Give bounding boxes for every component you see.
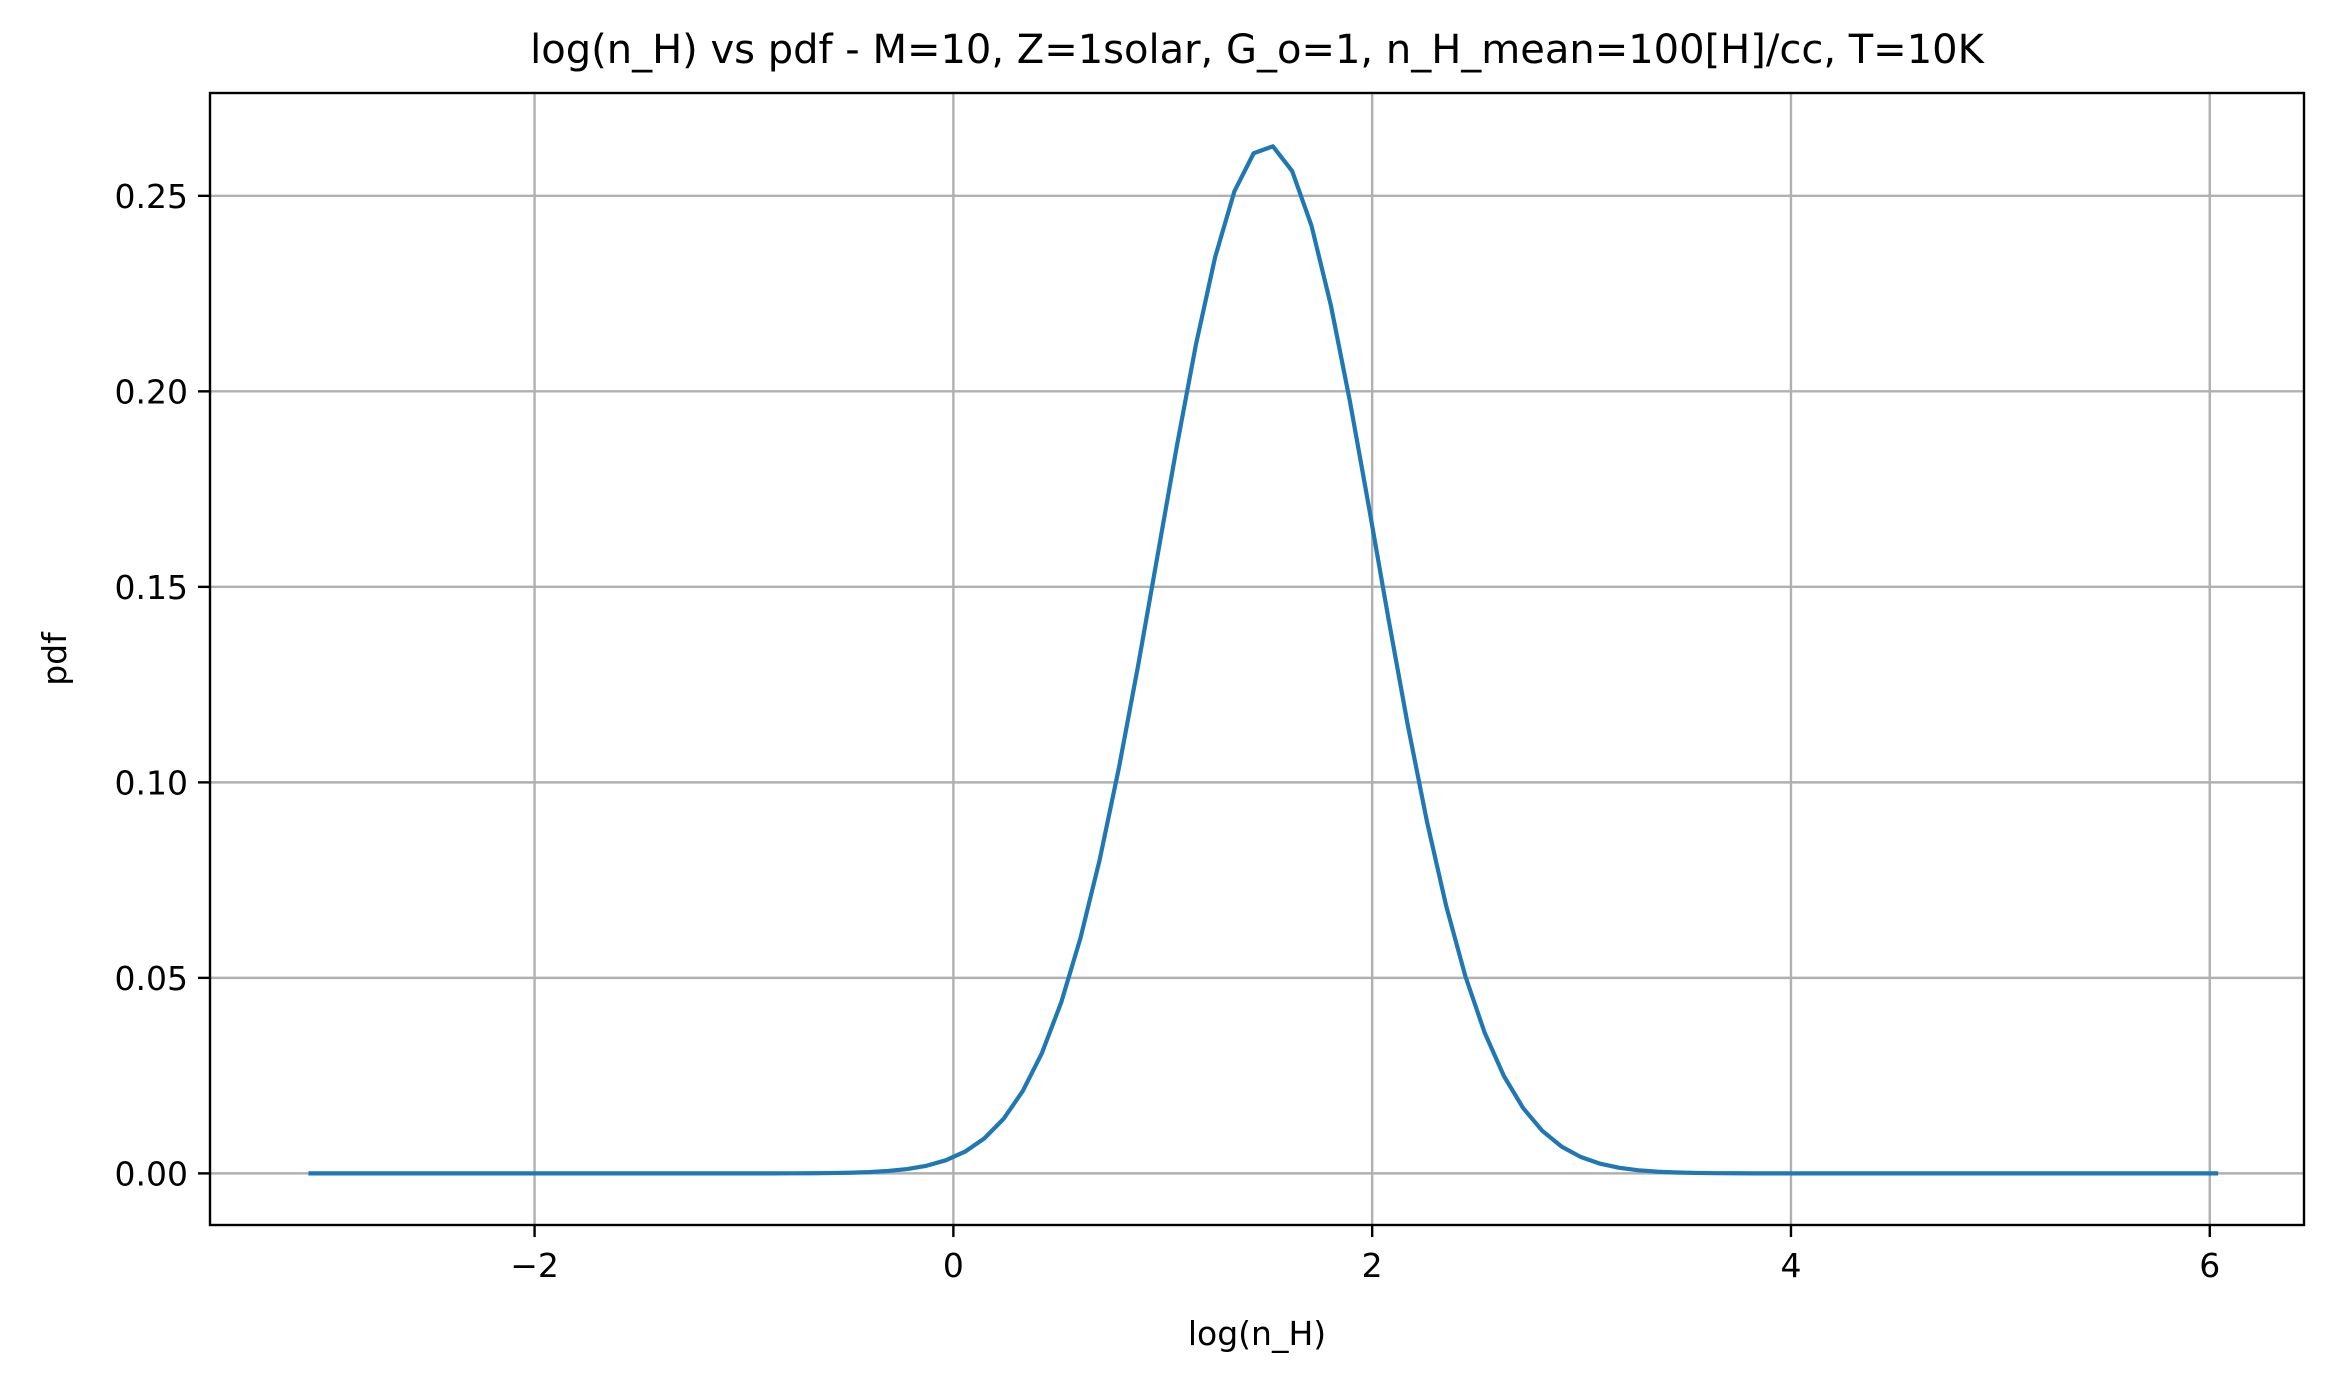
axes-frame (208, 91, 2306, 1227)
x-tick-label: 0 (943, 1246, 964, 1285)
y-tick-label: 0.15 (115, 568, 188, 607)
chart-title: log(n_H) vs pdf - M=10, Z=1solar, G_o=1,… (530, 27, 1985, 73)
tick-layer: −2 0 2 4 6 0.00 0.05 0.10 0.15 0.20 0.25 (115, 177, 2221, 1285)
series-layer (308, 144, 2219, 1176)
y-tick-label: 0.05 (115, 959, 188, 998)
y-tick-label: 0.00 (115, 1154, 188, 1193)
series-line (308, 144, 2219, 1176)
x-tick-label: 2 (1362, 1246, 1383, 1285)
x-tick-label: −2 (510, 1246, 559, 1285)
y-tick-label: 0.10 (115, 763, 188, 802)
y-axis-label: pdf (35, 631, 74, 686)
grid-lines (210, 93, 2304, 1225)
x-tick-label: 6 (2199, 1246, 2220, 1285)
x-axis-label: log(n_H) (1188, 1314, 1326, 1353)
x-tick-label: 4 (1780, 1246, 1801, 1285)
y-tick-label: 0.25 (115, 177, 188, 216)
y-tick-label: 0.20 (115, 372, 188, 411)
